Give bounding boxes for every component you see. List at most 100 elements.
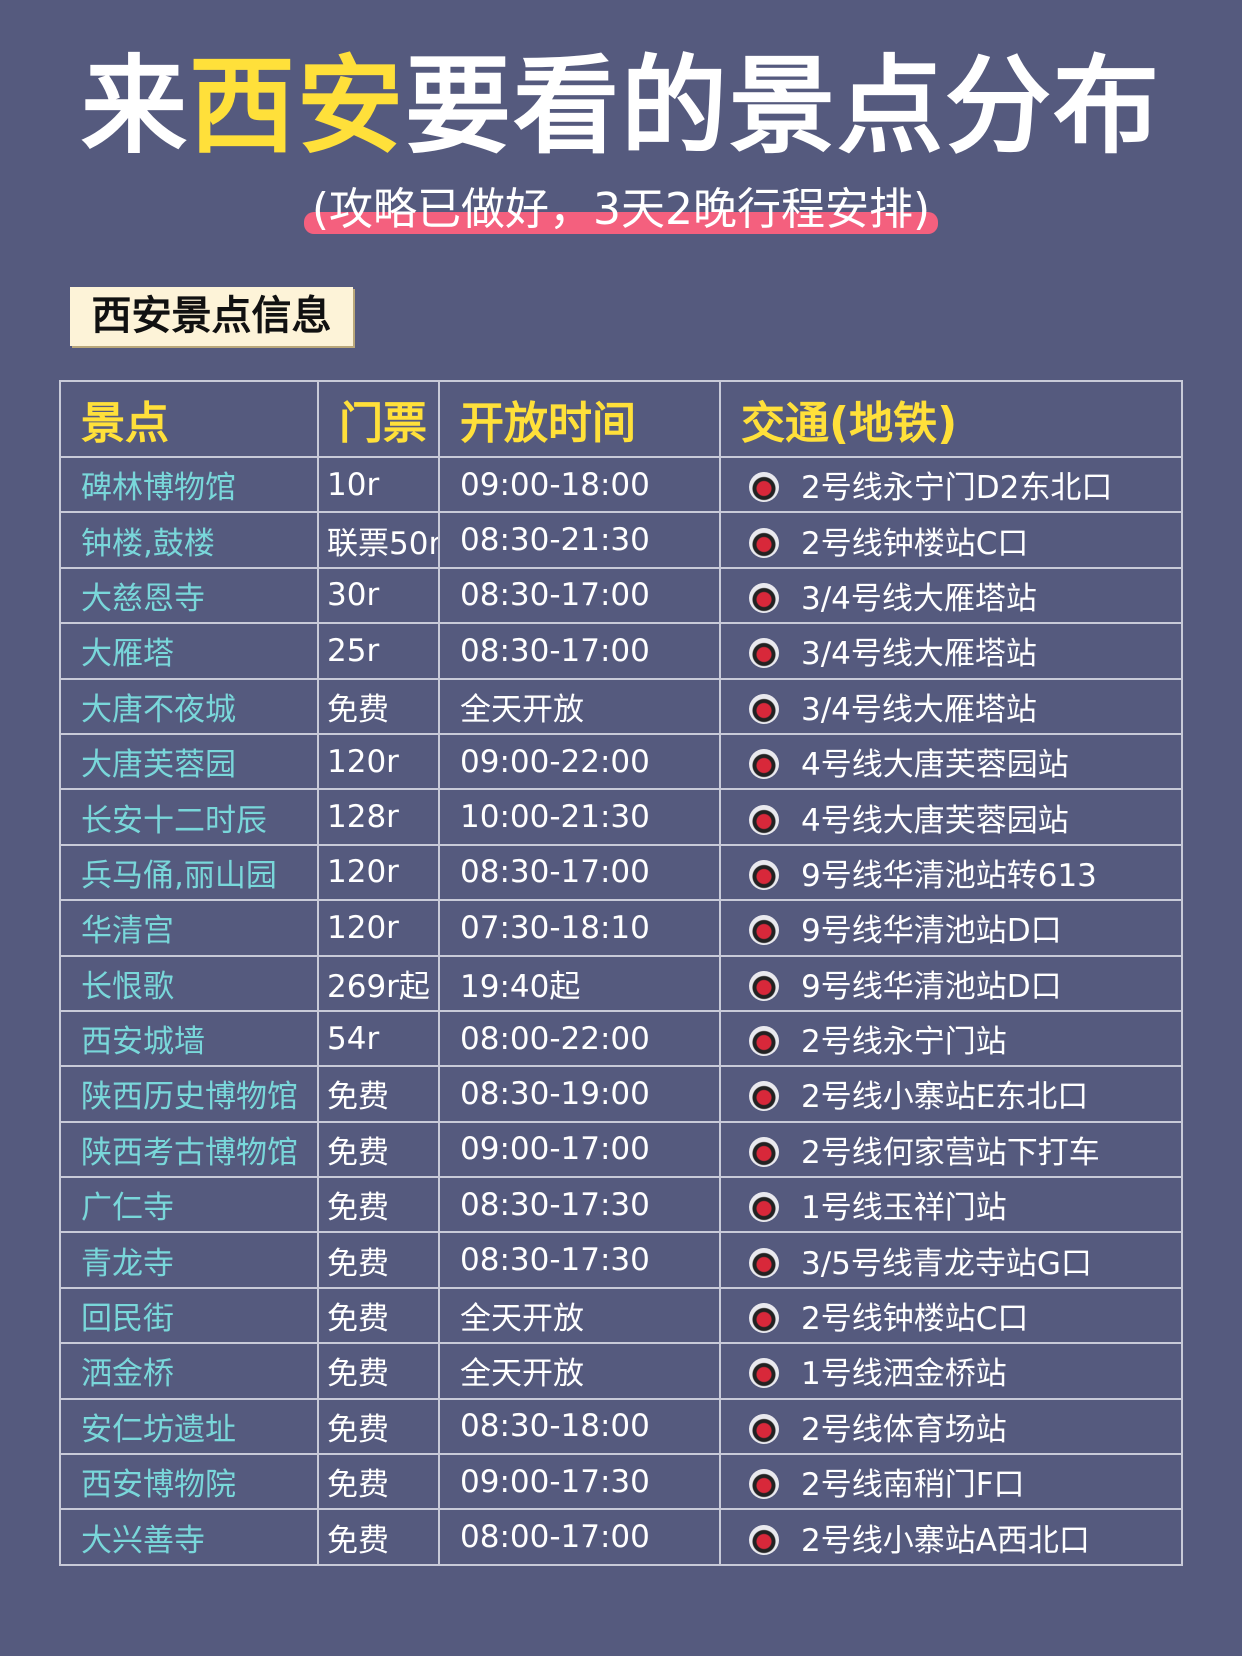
opening-hours: 08:00-22:00 [438,1009,721,1068]
subtitle-wrap: (攻略已做好，3天2晚行程安排) [0,182,1242,238]
table-row: 大慈恩寺 30r 08:30-17:00 3/4号线大雁塔站 [59,566,1183,625]
table-row: 华清宫 120r 07:30-18:10 9号线华清池站D口 [59,899,1183,957]
ticket-price: 269r起 [317,954,440,1012]
opening-hours: 09:00-18:00 [438,455,721,514]
attraction-name: 洒金桥 [59,1342,319,1400]
metro-route: 2号线永宁门D2东北口 [719,455,1183,514]
metro-route: 2号线体育场站 [719,1397,1183,1456]
opening-hours: 08:30-17:00 [438,566,721,625]
metro-route: 2号线永宁门站 [719,1009,1183,1068]
ticket-price: 联票50r [317,511,440,569]
opening-hours: 10:00-21:30 [438,788,721,846]
opening-hours: 19:40起 [438,954,721,1012]
opening-hours: 09:00-22:00 [438,732,721,791]
ticket-price: 25r [317,622,440,680]
metro-route: 3/4号线大雁塔站 [719,566,1183,625]
table-row: 大雁塔 25r 08:30-17:00 3/4号线大雁塔站 [59,622,1183,680]
table-row: 陕西考古博物馆 免费 09:00-17:00 2号线何家营站下打车 [59,1120,1183,1179]
ticket-price: 免费 [317,677,440,735]
ticket-price: 免费 [317,1286,440,1345]
ticket-price: 免费 [317,1453,440,1511]
attraction-name: 安仁坊遗址 [59,1397,319,1456]
table-row: 安仁坊遗址 免费 08:30-18:00 2号线体育场站 [59,1397,1183,1456]
section-label: 西安景点信息 [70,287,353,346]
opening-hours: 08:30-17:00 [438,622,721,680]
ticket-price: 10r [317,455,440,514]
table-row: 钟楼,鼓楼 联票50r 08:30-21:30 2号线钟楼站C口 [59,511,1183,569]
ticket-price: 120r [317,732,440,791]
opening-hours: 07:30-18:10 [438,899,721,957]
table-row: 西安城墙 54r 08:00-22:00 2号线永宁门站 [59,1009,1183,1068]
table-row: 青龙寺 免费 08:30-17:30 3/5号线青龙寺站G口 [59,1231,1183,1289]
table-row: 大唐不夜城 免费 全天开放 3/4号线大雁塔站 [59,677,1183,735]
opening-hours: 08:00-17:00 [438,1508,721,1566]
info-table: 景点 门票 开放时间 交通(地铁) 碑林博物馆 10r 09:00-18:00 2号线永宁门… [59,380,1183,1566]
attraction-name: 华清宫 [59,899,319,957]
metro-route: 1号线玉祥门站 [719,1176,1183,1234]
title: 来西安要看的景点分布 [0,42,1242,172]
metro-route: 2号线小寨站A西北口 [719,1508,1183,1566]
table-row: 大兴善寺 免费 08:00-17:00 2号线小寨站A西北口 [59,1508,1183,1566]
metro-route: 2号线何家营站下打车 [719,1120,1183,1179]
metro-route: 4号线大唐芙蓉园站 [719,788,1183,846]
table-row: 大唐芙蓉园 120r 09:00-22:00 4号线大唐芙蓉园站 [59,732,1183,791]
attraction-name: 回民街 [59,1286,319,1345]
opening-hours: 全天开放 [438,1286,721,1345]
attraction-name: 钟楼,鼓楼 [59,511,319,569]
title-highlight: 西安 [189,45,405,168]
table-row: 长安十二时辰 128r 10:00-21:30 4号线大唐芙蓉园站 [59,788,1183,846]
opening-hours: 09:00-17:00 [438,1120,721,1179]
table-row: 陕西历史博物馆 免费 08:30-19:00 2号线小寨站E东北口 [59,1065,1183,1123]
table-row: 洒金桥 免费 全天开放 1号线洒金桥站 [59,1342,1183,1400]
subtitle: (攻略已做好，3天2晚行程安排) [303,182,939,238]
metro-route: 2号线钟楼站C口 [719,1286,1183,1345]
header-row: 景点 门票 开放时间 交通(地铁) [59,380,1183,458]
opening-hours: 08:30-17:00 [438,843,721,902]
metro-route: 3/4号线大雁塔站 [719,622,1183,680]
attraction-name: 大兴善寺 [59,1508,319,1566]
ticket-price: 54r [317,1009,440,1068]
metro-route: 4号线大唐芙蓉园站 [719,732,1183,791]
table-row: 广仁寺 免费 08:30-17:30 1号线玉祥门站 [59,1176,1183,1234]
ticket-price: 免费 [317,1342,440,1400]
opening-hours: 全天开放 [438,677,721,735]
metro-route: 3/5号线青龙寺站G口 [719,1231,1183,1289]
column-header: 交通(地铁) [719,380,1183,458]
metro-route: 2号线南稍门F口 [719,1453,1183,1511]
table-row: 碑林博物馆 10r 09:00-18:00 2号线永宁门D2东北口 [59,455,1183,514]
opening-hours: 08:30-17:30 [438,1176,721,1234]
attraction-name: 兵马俑,丽山园 [59,843,319,902]
title-part: 来 [81,45,189,168]
column-header: 景点 [59,380,319,458]
opening-hours: 08:30-21:30 [438,511,721,569]
attraction-name: 长恨歌 [59,954,319,1012]
attraction-name: 大慈恩寺 [59,566,319,625]
attraction-name: 碑林博物馆 [59,455,319,514]
table-head: 景点 门票 开放时间 交通(地铁) [59,380,1183,458]
attraction-name: 西安博物院 [59,1453,319,1511]
metro-route: 9号线华清池站D口 [719,954,1183,1012]
table-body: 碑林博物馆 10r 09:00-18:00 2号线永宁门D2东北口 钟楼,鼓楼 联票50r… [59,455,1183,1566]
metro-route: 3/4号线大雁塔站 [719,677,1183,735]
table-row: 回民街 免费 全天开放 2号线钟楼站C口 [59,1286,1183,1345]
ticket-price: 120r [317,843,440,902]
ticket-price: 免费 [317,1065,440,1123]
attraction-name: 陕西考古博物馆 [59,1120,319,1179]
ticket-price: 免费 [317,1397,440,1456]
table-row: 西安博物院 免费 09:00-17:30 2号线南稍门F口 [59,1453,1183,1511]
opening-hours: 全天开放 [438,1342,721,1400]
column-header: 门票 [317,380,440,458]
metro-route: 9号线华清池站D口 [719,899,1183,957]
title-part: 要看的景点分布 [405,45,1161,168]
opening-hours: 08:30-17:30 [438,1231,721,1289]
metro-route: 9号线华清池站转613 [719,843,1183,902]
column-header: 开放时间 [438,380,721,458]
attraction-name: 长安十二时辰 [59,788,319,846]
attraction-name: 大雁塔 [59,622,319,680]
ticket-price: 免费 [317,1508,440,1566]
attraction-name: 陕西历史博物馆 [59,1065,319,1123]
ticket-price: 120r [317,899,440,957]
ticket-price: 免费 [317,1176,440,1234]
